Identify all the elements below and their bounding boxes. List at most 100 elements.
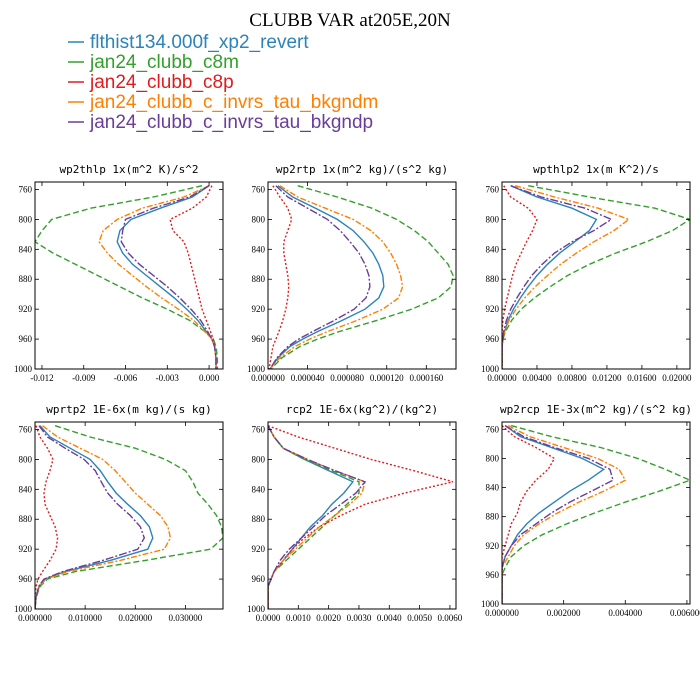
series-line-1-1: [270, 185, 454, 369]
y-tick-label-3-6: 1000: [14, 604, 33, 614]
x-tick-label-1-2: 0.000080: [330, 373, 364, 383]
x-tick-label-1-1: 0.000040: [291, 373, 325, 383]
panels: wp2thlp 1x(m^2 K)/s^2 760 800 840 880 920 960 1…: [14, 163, 700, 623]
y-tick-label-0-1: 800: [19, 214, 33, 224]
x-tick-label-0-1: -0.009: [72, 373, 96, 383]
panel-5: wp2rcp 1E-3x(m^2 kg)/(s^2 kg)760 800 840 88…: [481, 403, 700, 618]
x-tick-label-1-3: 0.000120: [370, 373, 404, 383]
x-tick-label-2-4: 0.01600: [627, 373, 657, 383]
panel-3: wprtp2 1E-6x(m kg)/(s kg) 760 800 840 880 920…: [14, 403, 224, 623]
series-line-3-0: [35, 425, 154, 609]
series-line-5-0: [502, 425, 606, 604]
x-tick-label-0-4: 0.000: [199, 373, 220, 383]
x-tick-label-2-0: 0.00000: [487, 373, 517, 383]
y-tick-label-0-5: 960: [19, 334, 33, 344]
x-tick-label-4-5: 0.0050: [407, 613, 432, 623]
y-tick-label-4-2: 840: [252, 484, 266, 494]
y-tick-label-2-6: 1000: [481, 364, 500, 374]
x-tick-label-4-3: 0.0030: [347, 613, 372, 623]
series-line-2-4: [502, 185, 613, 369]
y-tick-label-5-4: 920: [486, 541, 500, 551]
y-tick-label-3-3: 880: [19, 514, 33, 524]
figure-title: CLUBB VAR at205E,20N: [249, 10, 451, 31]
x-tick-label-1-4: 0.000160: [409, 373, 443, 383]
x-tick-label-4-4: 0.0040: [377, 613, 402, 623]
panel-4: rcp2 1E-6x(kg^2)/(kg^2) 760 800 840 880 920 96…: [247, 403, 463, 623]
legend-entry-4: jan24_clubb_c_invrs_tau_bkgndp: [89, 112, 373, 133]
series-line-4-4: [268, 425, 367, 609]
y-tick-label-2-2: 840: [486, 244, 500, 254]
y-tick-label-4-5: 960: [252, 574, 266, 584]
y-tick-label-1-4: 920: [252, 304, 266, 314]
series-line-2-3: [502, 185, 631, 369]
y-tick-label-2-4: 920: [486, 304, 500, 314]
x-tick-label-4-6: 0.0060: [438, 613, 463, 623]
y-tick-label-4-3: 880: [252, 514, 266, 524]
x-tick-label-5-2: 0.004000: [608, 608, 642, 618]
panel-title-0: wp2thlp 1x(m^2 K)/s^2: [59, 163, 198, 176]
x-tick-label-4-0: 0.0000: [256, 613, 281, 623]
series-line-3-1: [35, 425, 223, 609]
legend-entry-0: flthist134.000f_xp2_revert: [90, 32, 309, 53]
series-line-5-3: [502, 424, 627, 604]
y-tick-label-1-1: 800: [252, 214, 266, 224]
series-line-3-3: [35, 425, 172, 609]
x-tick-label-2-3: 0.01200: [592, 373, 622, 383]
series-line-0-2: [169, 185, 217, 369]
y-tick-label-2-1: 800: [486, 214, 500, 224]
x-tick-label-0-3: -0.003: [156, 373, 180, 383]
y-tick-label-1-3: 880: [252, 274, 266, 284]
x-tick-label-2-5: 0.02000: [662, 373, 692, 383]
panel-frame-5: [501, 421, 691, 605]
y-tick-label-3-1: 800: [19, 454, 33, 464]
y-tick-label-0-2: 840: [19, 244, 33, 254]
y-tick-label-5-3: 880: [486, 512, 500, 522]
panel-title-5: wp2rcp 1E-3x(m^2 kg)/(s^2 kg): [500, 403, 692, 416]
panel-title-3: wprtp2 1E-6x(m kg)/(s kg): [46, 403, 212, 416]
panel-frame-1: [267, 181, 457, 370]
x-tick-label-5-1: 0.002000: [547, 608, 581, 618]
y-tick-label-1-5: 960: [252, 334, 266, 344]
panel-frame-2: [501, 181, 691, 370]
y-tick-label-2-3: 880: [486, 274, 500, 284]
panel-1: wp2rtp 1x(m^2 kg)/(s^2 kg) 760 800 840 880 92…: [247, 163, 457, 383]
series-line-2-1: [502, 185, 690, 369]
x-tick-label-5-3: 0.006000: [670, 608, 700, 618]
x-tick-label-2-1: 0.00400: [522, 373, 552, 383]
series-line-1-4: [269, 185, 371, 369]
legend-entry-1: jan24_clubb_c8m: [89, 52, 239, 73]
y-tick-label-5-2: 840: [486, 483, 500, 493]
x-tick-label-2-2: 0.00800: [557, 373, 587, 383]
series-line-0-4: [120, 185, 217, 369]
y-tick-label-1-0: 760: [252, 184, 266, 194]
y-tick-label-1-2: 840: [252, 244, 266, 254]
y-tick-label-4-4: 920: [252, 544, 266, 554]
legend-entry-2: jan24_clubb_c8p: [89, 72, 234, 93]
y-tick-label-3-4: 920: [19, 544, 33, 554]
panel-2: wpthlp2 1x(m K^2)/s 760 800 840 880 920 960 100…: [481, 163, 692, 383]
panel-frame-0: [34, 181, 224, 370]
x-tick-label-4-2: 0.0020: [316, 613, 341, 623]
y-tick-label-4-1: 800: [252, 454, 266, 464]
x-tick-label-1-0: 0.000000: [251, 373, 285, 383]
x-tick-label-3-3: 0.030000: [169, 613, 203, 623]
y-tick-label-0-0: 760: [19, 184, 33, 194]
y-tick-label-0-4: 920: [19, 304, 33, 314]
y-tick-label-3-2: 840: [19, 484, 33, 494]
y-tick-label-5-5: 960: [486, 570, 500, 580]
y-tick-label-0-3: 880: [19, 274, 33, 284]
x-tick-label-3-2: 0.020000: [118, 613, 152, 623]
series-line-2-2: [502, 185, 538, 369]
panel-title-2: wpthlp2 1x(m K^2)/s: [533, 163, 659, 176]
series-line-1-0: [269, 185, 385, 369]
y-tick-label-4-0: 760: [252, 424, 266, 434]
y-tick-label-0-6: 1000: [14, 364, 33, 374]
y-tick-label-4-6: 1000: [247, 604, 266, 614]
series-line-1-2: [268, 185, 293, 369]
y-tick-label-1-6: 1000: [247, 364, 266, 374]
x-tick-label-4-1: 0.0010: [286, 613, 311, 623]
legend: flthist134.000f_xp2_revertjan24_clubb_c8…: [68, 32, 378, 133]
panel-frame-3: [34, 421, 224, 610]
